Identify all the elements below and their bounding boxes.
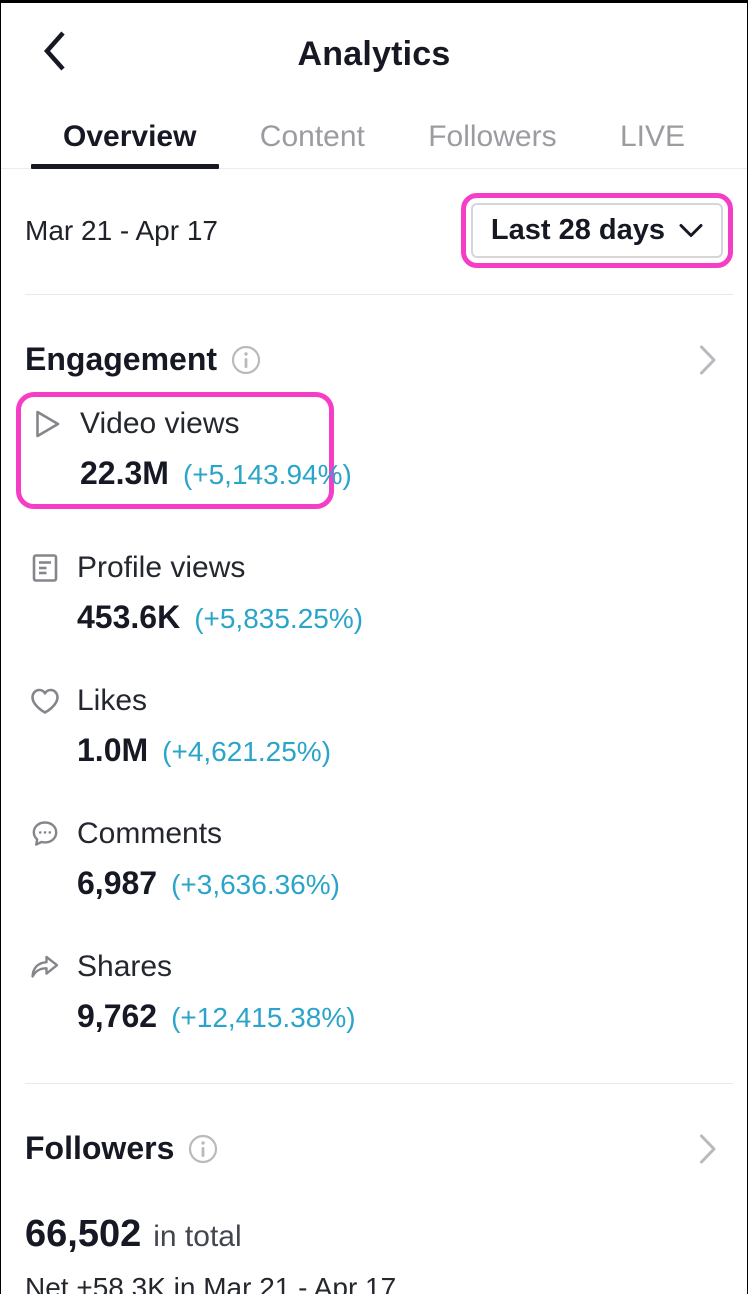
tab-bar: Overview Content Followers LIVE [1,105,747,169]
back-button[interactable] [35,27,75,75]
metric-label: Shares [77,950,173,983]
followers-net-change: Net +58.3K in Mar 21 - Apr 17 [25,1272,397,1294]
metric-label: Profile views [77,551,246,584]
engagement-section-header[interactable]: Engagement [25,341,723,378]
followers-total-suffix: in total [153,1220,242,1253]
play-icon [32,408,64,440]
chevron-right-icon[interactable] [699,344,717,376]
tab-live[interactable]: LIVE [619,119,685,153]
header: Analytics [1,3,747,105]
metric-row-shares[interactable]: Shares 9,762 (+12,415.38%) [29,950,719,1035]
info-icon[interactable] [187,1133,219,1165]
metric-value: 1.0M [77,732,149,768]
chevron-right-icon[interactable] [699,1133,717,1165]
tab-followers[interactable]: Followers [428,119,557,153]
metric-label: Video views [80,407,240,440]
followers-section-title: Followers [25,1130,175,1166]
tab-content[interactable]: Content [259,119,365,153]
metric-change: (+5,835.25%) [194,603,364,634]
active-tab-underline [31,164,219,169]
date-range-label: Mar 21 - Apr 17 [25,214,218,246]
metric-change: (+3,636.36%) [171,869,340,900]
metric-row-comments[interactable]: Comments 6,987 (+3,636.36%) [29,817,719,902]
metric-change: (+12,415.38%) [171,1002,356,1033]
metric-change: (+5,143.94%) [182,459,352,490]
tab-overview[interactable]: Overview [63,119,197,153]
metric-row-profile-views[interactable]: Profile views 453.6K (+5,835.25%) [29,551,719,636]
share-icon [29,951,61,983]
followers-section-header[interactable]: Followers [25,1130,723,1167]
metric-value: 22.3M [80,455,169,491]
followers-total-row: 66,502 in total [25,1213,723,1256]
date-range-selector-button[interactable]: Last 28 days [470,203,723,258]
metric-value: 6,987 [77,865,158,901]
metric-value: 453.6K [77,599,181,635]
followers-total-count: 66,502 [25,1213,142,1255]
chevron-down-icon [679,223,703,239]
date-selector-label: Last 28 days [490,214,665,246]
divider [25,294,733,295]
metric-row-video-views[interactable]: Video views 22.3M (+5,143.94%) [16,392,352,509]
chevron-left-icon [42,30,68,72]
page-title: Analytics [297,34,451,73]
info-icon[interactable] [230,344,262,376]
comment-icon [29,818,61,850]
date-row: Mar 21 - Apr 17 Last 28 days [25,193,733,268]
divider [25,1083,733,1084]
engagement-section-title: Engagement [25,341,218,377]
annotation-highlight-date-selector: Last 28 days [460,193,733,268]
metric-change: (+4,621.25%) [162,736,332,767]
metric-value: 9,762 [77,998,158,1034]
metric-row-likes[interactable]: Likes 1.0M (+4,621.25%) [29,684,719,769]
engagement-metrics-list: Video views 22.3M (+5,143.94%) Profile v [1,392,747,1035]
heart-icon [29,685,61,717]
metric-label: Likes [77,684,148,717]
profile-views-icon [29,552,61,584]
metric-label: Comments [77,817,223,850]
